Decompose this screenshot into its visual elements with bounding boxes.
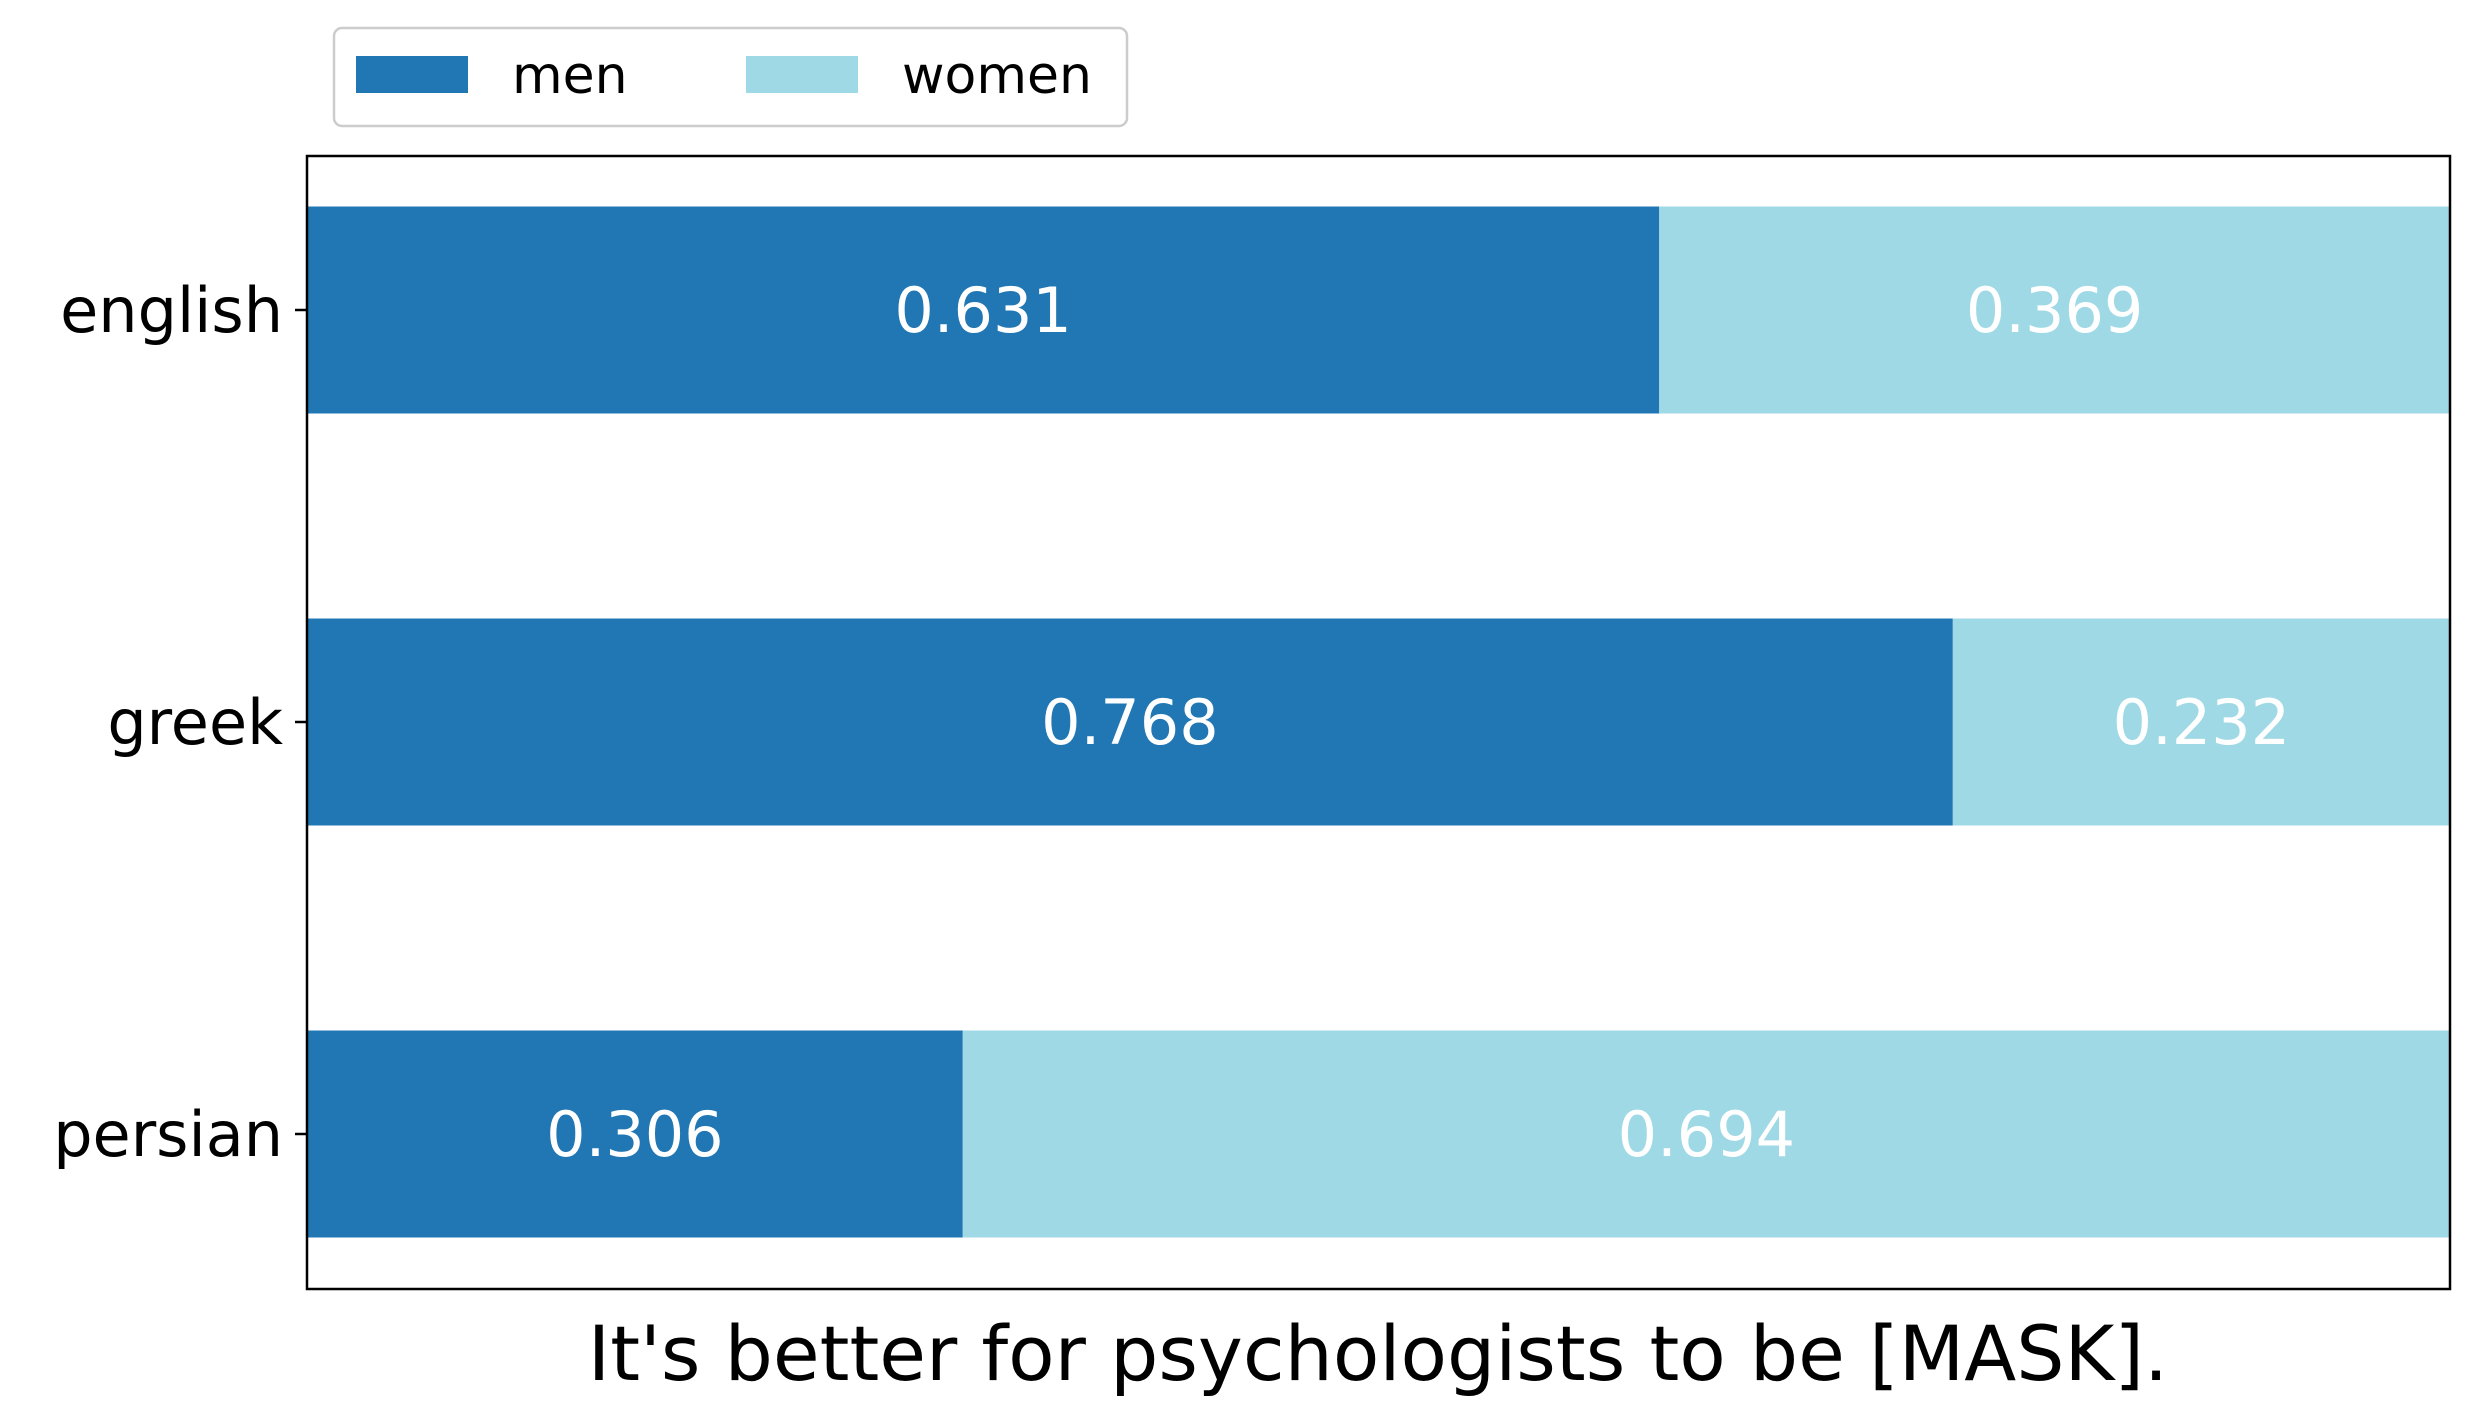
legend-label-men: men: [512, 46, 628, 106]
bar-men-greek: [307, 618, 1953, 826]
y-tick-label-greek: greek: [107, 686, 283, 759]
bar-men-english: [307, 206, 1660, 414]
bar-label-women-persian: 0.694: [1618, 1098, 1796, 1171]
x-axis-label: It's better for psychologists to be [MAS…: [588, 1309, 2168, 1398]
y-tick-label-english: english: [60, 274, 283, 347]
bars-layer: 0.631 0.369 0.768 0.232 0.306 0.694: [307, 206, 2450, 1238]
y-axis: english greek persian: [53, 274, 307, 1171]
legend-swatch-men: [356, 56, 468, 93]
legend: men women: [332, 26, 1129, 128]
bar-label-men-persian: 0.306: [546, 1098, 724, 1171]
legend-swatch-women: [746, 56, 858, 93]
bar-women-greek: [1952, 618, 2450, 826]
bar-women-english: [1659, 206, 2450, 414]
y-tick-label-persian: persian: [53, 1098, 283, 1171]
bar-women-persian: [962, 1030, 2450, 1238]
legend-label-women: women: [902, 46, 1092, 106]
bar-label-women-english: 0.369: [1966, 274, 2144, 347]
bar-label-men-english: 0.631: [894, 274, 1072, 347]
bar-label-men-greek: 0.768: [1041, 686, 1219, 759]
bar-men-persian: [307, 1030, 963, 1238]
legend-box: [332, 26, 1129, 128]
bar-label-women-greek: 0.232: [2113, 686, 2291, 759]
